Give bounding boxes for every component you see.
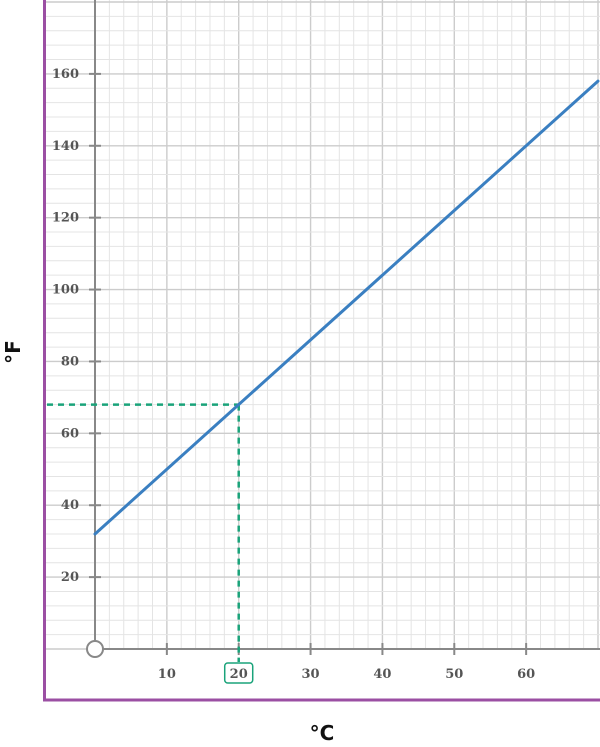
y-tick-label: 160 xyxy=(52,67,79,82)
y-tick-label: 80 xyxy=(61,354,79,369)
x-tick-label: 30 xyxy=(302,667,320,682)
y-tick-label: 20 xyxy=(61,570,79,585)
annotation xyxy=(47,403,240,662)
y-tick-label: 60 xyxy=(61,426,79,441)
x-axis-title: °C xyxy=(310,721,335,745)
y-tick-label: 100 xyxy=(52,283,79,298)
highlight-tick-box xyxy=(223,662,254,684)
series-line xyxy=(93,79,600,536)
x-tick-label-highlighted: 20 xyxy=(230,667,248,682)
y-axis-title: °F xyxy=(1,340,25,364)
x-tick-label: 60 xyxy=(517,667,535,682)
tick-labels: 20 40 60 80 100 120 140 160 10 20 30 40 50 60 xyxy=(52,67,535,684)
x-tick-label: 10 xyxy=(158,667,176,682)
origin-marker xyxy=(86,640,104,658)
x-tick-label: 40 xyxy=(373,667,391,682)
grid xyxy=(46,0,600,650)
plot-frame xyxy=(43,0,600,702)
x-tick-label: 50 xyxy=(445,667,463,682)
y-tick-label: 140 xyxy=(52,139,79,154)
y-tick-label: 120 xyxy=(52,211,79,226)
series xyxy=(93,79,600,536)
y-tick-label: 40 xyxy=(61,498,79,513)
axes xyxy=(86,0,600,658)
